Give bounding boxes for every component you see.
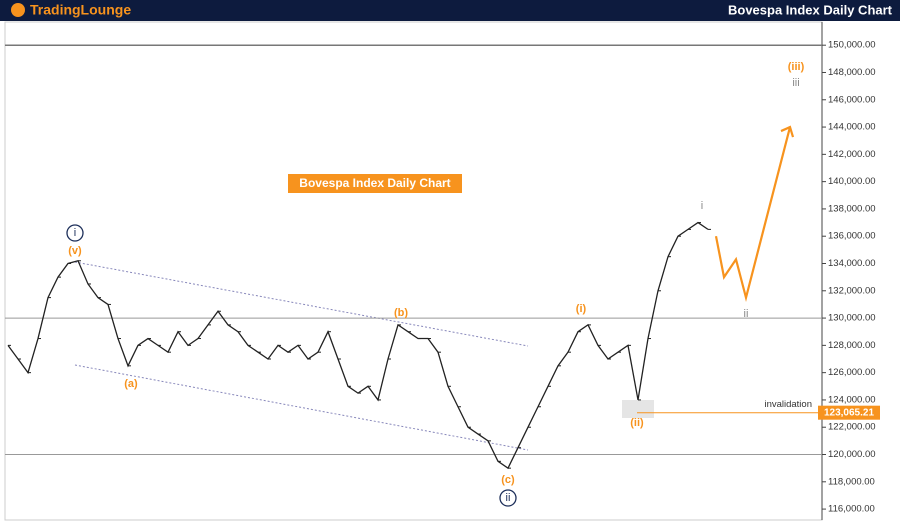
y-tick-label: 132,000.00 [828,285,876,296]
wave-label: i [701,200,703,212]
wave-label: (ii) [630,417,644,429]
header-title: Bovespa Index Daily Chart [728,2,893,17]
wave-circle [66,224,84,242]
plot-area [4,21,823,521]
wave-label: ii [506,492,511,504]
y-tick-label: 118,000.00 [828,476,875,487]
y-tick-label: 134,000.00 [828,258,876,269]
wave-label: iii [792,77,799,89]
y-tick-label: 140,000.00 [828,176,876,187]
projection-line [714,126,792,302]
logo-icon [11,3,25,17]
header-bar [0,0,900,21]
wave-label: (iii) [788,61,805,73]
y-tick-label: 146,000.00 [828,94,876,105]
wave-label: (b) [394,307,408,319]
channel-line [74,364,529,451]
logo: TradingLounge [30,2,131,18]
chart-title: Bovespa Index Daily Chart [299,176,450,190]
projection-arrow [780,125,795,138]
invalidation-label: invalidation [764,399,812,410]
y-tick-label: 116,000.00 [828,504,875,515]
y-tick-label: 148,000.00 [828,67,876,78]
y-tick-label: 124,000.00 [828,394,876,405]
wave-label: (i) [576,303,587,315]
wave-label: (c) [501,474,515,486]
y-tick-label: 126,000.00 [828,367,876,378]
y-tick-label: 142,000.00 [828,149,876,160]
wave-label: ii [744,308,749,320]
price-tag-label: 123,065.21 [824,407,874,418]
y-tick-label: 150,000.00 [828,40,876,51]
wave-label: (v) [68,245,82,257]
title-box [288,174,462,193]
wave-label: (a) [124,378,138,390]
y-tick-label: 136,000.00 [828,231,876,242]
wave-label: i [74,227,76,239]
y-tick-label: 130,000.00 [828,313,876,324]
y-tick-label: 122,000.00 [828,422,876,433]
y-tick-label: 144,000.00 [828,122,876,133]
price-tag [818,405,880,420]
y-tick-label: 120,000.00 [828,449,876,460]
channel-line [74,261,529,347]
invalidation-zone [622,400,654,418]
y-tick-label: 138,000.00 [828,203,876,214]
wave-circle [499,489,517,507]
y-tick-label: 128,000.00 [828,340,876,351]
